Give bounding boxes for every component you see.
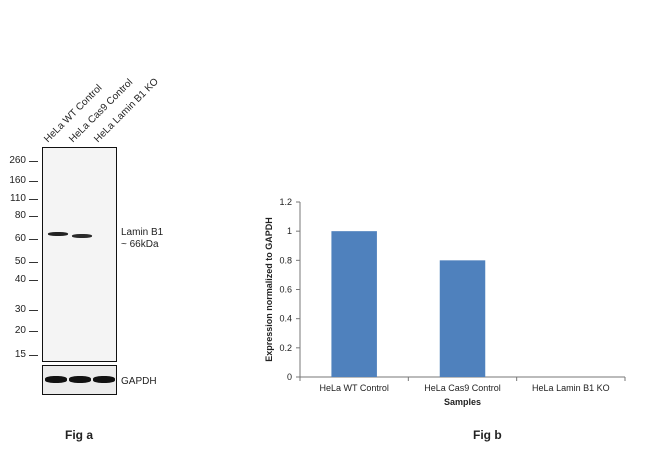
mw-label: 80 [14,210,26,221]
mw-label: 50 [14,256,26,267]
x-axis-title: Samples [444,397,481,407]
chart-labels: 0 0.2 0.4 0.6 0.8 1 1.2 HeLa WT Control HeLa Cas… [264,197,610,407]
mw-label: 40 [14,274,26,285]
y-tick-label: 1.2 [279,197,292,207]
lamin-b1-band-wt [48,232,68,236]
mw-label: 30 [14,304,26,315]
mw-tick [29,181,38,182]
mw-label: 15 [14,349,26,360]
mw-tick [29,161,38,162]
y-tick-label: 0 [287,372,292,382]
mw-tick [29,355,38,356]
band-label-name: Lamin B1 [121,227,164,238]
y-tick-label: 0.6 [279,285,292,295]
x-tick-label: HeLa Cas9 Control [424,383,501,393]
gapdh-label: GAPDH [121,376,157,387]
mw-tick [29,331,38,332]
band-label: Lamin B1 ~ 66kDa [121,227,163,251]
y-tick-label: 1 [287,226,292,236]
gapdh-band-ko [93,376,115,383]
band-label-size: ~ 66kDa [121,239,159,250]
y-tick-label: 0.2 [279,343,292,353]
x-tick-label: HeLa WT Control [319,383,388,393]
figure-label-a: Fig a [65,428,94,442]
mw-tick [29,239,38,240]
mw-label: 20 [14,325,26,336]
blot-membrane [42,147,117,362]
bar [331,231,377,377]
y-tick-label: 0.8 [279,255,292,265]
chart-bars [331,231,486,377]
gapdh-blot [42,365,117,395]
y-axis-title: Expression normalized to GAPDH [264,217,274,362]
lamin-b1-band-cas9 [72,234,92,238]
mw-tick [29,280,38,281]
mw-label: 160 [9,175,26,186]
bar [439,260,486,377]
figure-label-b: Fig b [473,428,502,442]
mw-tick [29,310,38,311]
gapdh-band-cas9 [69,376,91,383]
y-tick-label: 0.4 [279,314,292,324]
mw-label: 110 [10,193,26,204]
mw-tick [29,262,38,263]
gapdh-band-wt [45,376,67,383]
mw-label: 60 [14,233,26,244]
mw-tick [29,216,38,217]
x-tick-label: HeLa Lamin B1 KO [532,383,610,393]
mw-tick [29,199,38,200]
mw-label: 260 [9,155,26,166]
